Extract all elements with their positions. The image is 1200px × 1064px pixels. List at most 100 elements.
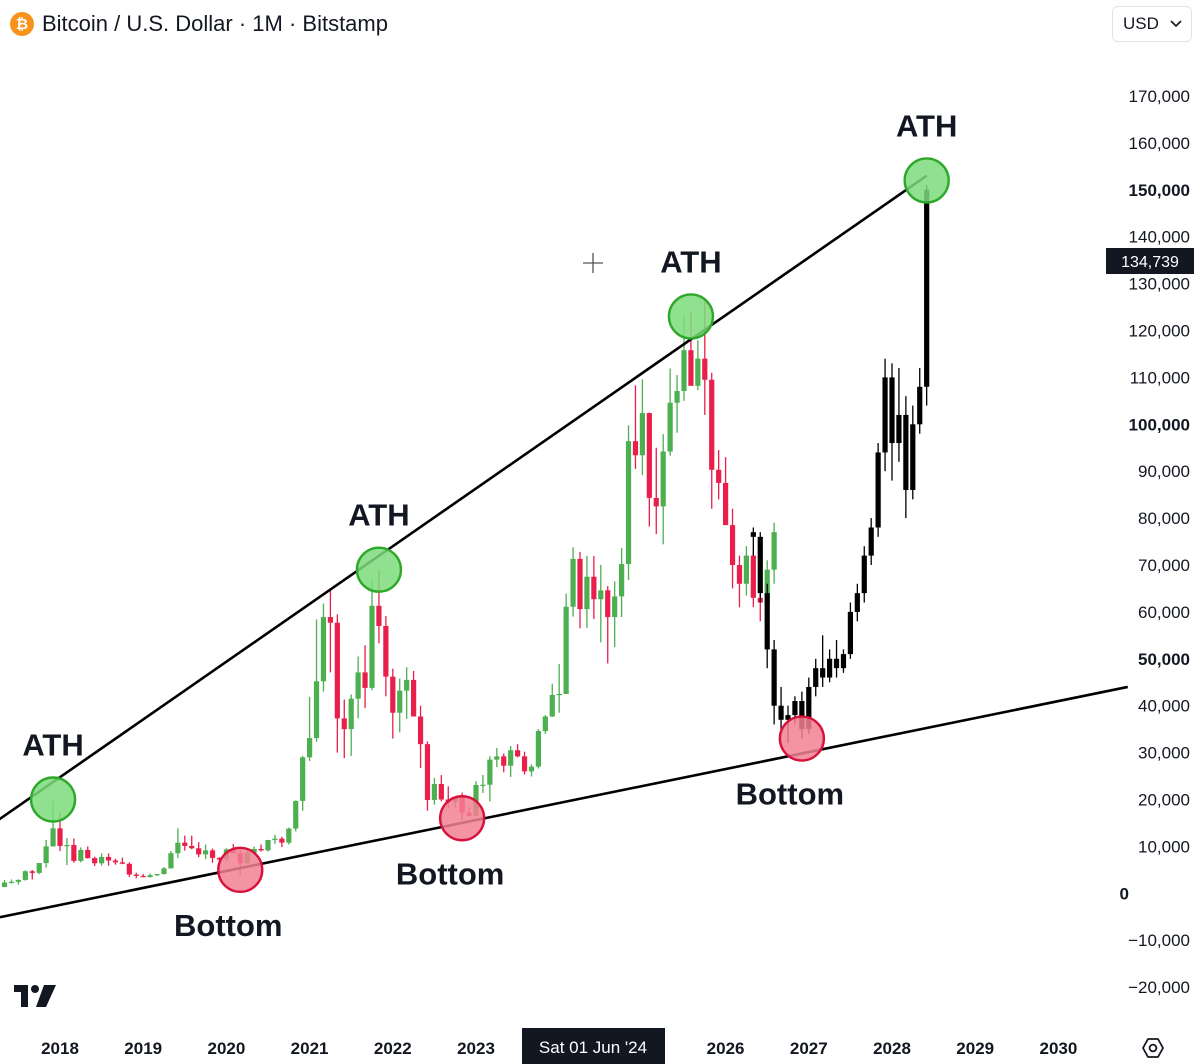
candle-body bbox=[327, 617, 333, 623]
candle-body bbox=[126, 863, 132, 875]
projection-candle bbox=[764, 583, 770, 669]
candle-body bbox=[646, 413, 652, 498]
candle bbox=[320, 603, 327, 692]
symbol-title[interactable]: Bitcoin / U.S. Dollar · 1M · Bitstamp bbox=[42, 11, 388, 36]
candle bbox=[293, 800, 299, 832]
candle-body bbox=[334, 622, 340, 719]
candle-body bbox=[189, 845, 195, 849]
ath-label: ATH bbox=[348, 498, 409, 533]
candle bbox=[729, 508, 736, 589]
candle-body bbox=[341, 718, 347, 730]
candle-body bbox=[501, 756, 507, 766]
candle-body bbox=[605, 590, 611, 618]
projection-candle bbox=[771, 640, 777, 725]
candle bbox=[771, 522, 777, 584]
settings-gear-icon[interactable] bbox=[1141, 1036, 1165, 1060]
candle-body bbox=[313, 681, 320, 739]
y-tick-label: 40,000 bbox=[1138, 697, 1190, 716]
candle-body bbox=[854, 593, 860, 612]
candle bbox=[182, 835, 188, 851]
candle-body bbox=[15, 879, 21, 882]
candle-body bbox=[487, 759, 493, 785]
ath-marker bbox=[29, 776, 77, 823]
candle bbox=[161, 867, 167, 875]
candle-body bbox=[771, 649, 777, 706]
candle bbox=[612, 581, 618, 648]
candle-body bbox=[598, 590, 604, 600]
candle bbox=[563, 593, 569, 694]
candle bbox=[105, 853, 112, 866]
tradingview-logo-icon[interactable] bbox=[14, 985, 58, 1009]
candle-body bbox=[764, 593, 770, 650]
candle bbox=[383, 616, 389, 697]
candle-body bbox=[688, 350, 694, 386]
ath-label: ATH bbox=[660, 244, 721, 279]
candle bbox=[390, 668, 396, 739]
candle-body bbox=[348, 698, 354, 730]
x-tick-label: 2018 bbox=[41, 1039, 79, 1058]
candle-body bbox=[286, 828, 292, 843]
candle bbox=[743, 546, 749, 596]
y-tick-label: −20,000 bbox=[1128, 978, 1190, 997]
candle-body bbox=[591, 576, 597, 600]
candle bbox=[140, 874, 146, 878]
candle-body bbox=[293, 800, 299, 829]
currency-label: USD bbox=[1123, 14, 1159, 33]
currency-select[interactable]: USD bbox=[1112, 6, 1192, 42]
candle-body bbox=[820, 668, 826, 678]
candle-body bbox=[209, 850, 216, 858]
y-tick-label: 60,000 bbox=[1138, 603, 1190, 622]
projection-candle bbox=[847, 602, 853, 659]
candle bbox=[196, 842, 202, 858]
y-tick-label: 80,000 bbox=[1138, 509, 1190, 528]
candle bbox=[709, 372, 715, 509]
candle bbox=[369, 579, 375, 691]
candle-body bbox=[868, 527, 874, 556]
candle-body bbox=[625, 441, 632, 565]
candle bbox=[424, 741, 431, 811]
candle-body bbox=[29, 871, 35, 873]
candle bbox=[646, 412, 652, 527]
candle-body bbox=[632, 441, 639, 456]
candle-body bbox=[757, 536, 763, 594]
candle bbox=[417, 705, 424, 769]
candle bbox=[487, 756, 493, 802]
candle bbox=[549, 683, 555, 717]
candle bbox=[15, 879, 21, 885]
candle-body bbox=[521, 756, 528, 772]
candle bbox=[85, 846, 91, 859]
candle bbox=[584, 556, 590, 628]
candle bbox=[674, 375, 680, 433]
candle bbox=[334, 614, 340, 753]
candle bbox=[258, 844, 264, 852]
candle-body bbox=[411, 679, 417, 717]
y-tick-label: 120,000 bbox=[1129, 322, 1190, 341]
projection-candle bbox=[889, 363, 895, 481]
ath-marker bbox=[903, 157, 950, 204]
candle-body bbox=[833, 658, 840, 669]
candle-body bbox=[792, 701, 798, 716]
candle bbox=[71, 838, 77, 863]
candle-body bbox=[480, 784, 486, 786]
candle-body bbox=[43, 846, 49, 864]
candle bbox=[92, 856, 98, 867]
candle bbox=[126, 862, 132, 877]
ath-label: ATH bbox=[22, 728, 83, 763]
candle bbox=[521, 751, 528, 775]
y-tick-label: 150,000 bbox=[1129, 181, 1190, 200]
ath-marker bbox=[667, 293, 715, 340]
candle-body bbox=[300, 757, 306, 801]
bitcoin-icon: ₿ bbox=[10, 12, 34, 36]
candle bbox=[556, 663, 562, 713]
candle bbox=[667, 368, 673, 456]
projection-candle bbox=[778, 686, 784, 730]
candle-body bbox=[639, 413, 645, 456]
candle-body bbox=[695, 358, 701, 386]
candle-body bbox=[896, 414, 902, 444]
candle-body bbox=[577, 558, 583, 610]
candle-body bbox=[438, 784, 444, 800]
candle-body bbox=[376, 605, 382, 626]
candle-body bbox=[903, 414, 909, 490]
candle-body bbox=[36, 863, 42, 873]
